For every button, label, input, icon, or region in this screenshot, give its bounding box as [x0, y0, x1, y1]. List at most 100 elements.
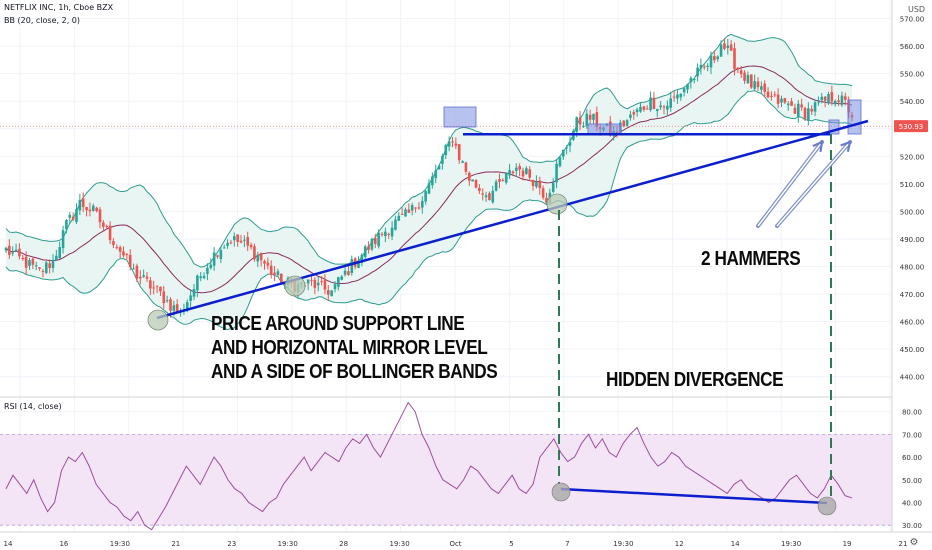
candle-body: [760, 86, 763, 90]
candle-body: [226, 242, 229, 246]
time-tick-label: 28: [339, 540, 348, 548]
candle-body: [78, 199, 82, 211]
candle-body: [239, 240, 243, 243]
candle-body: [451, 141, 454, 143]
candle-body: [813, 102, 817, 112]
candle-body: [347, 271, 350, 275]
candle-body: [108, 225, 112, 241]
candle-body: [666, 105, 669, 110]
candle-body: [330, 290, 333, 297]
touch-point-marker: [147, 309, 169, 331]
candle-body: [333, 284, 337, 290]
price-tick-label: 520.00: [900, 153, 925, 161]
candle-body: [511, 171, 515, 174]
candle-body: [823, 96, 827, 101]
candle-body: [753, 81, 756, 89]
candle-body: [118, 247, 122, 252]
candle-body: [793, 107, 797, 114]
hammer-arrow-head: [840, 140, 852, 153]
candles: [0, 38, 892, 318]
candle-body: [11, 252, 15, 254]
candle-body: [8, 245, 11, 255]
currency-label: USD: [908, 5, 926, 14]
candle-body: [803, 108, 807, 119]
candle-body: [128, 254, 132, 267]
candle-body: [337, 277, 340, 287]
candle-body: [702, 66, 706, 68]
time-tick-label: 7: [565, 540, 569, 548]
candle-body: [622, 120, 626, 127]
candle-body: [461, 161, 464, 163]
annotation-hidden-divergence: HIDDEN DIVERGENCE: [606, 369, 784, 391]
candle-body: [763, 83, 767, 92]
candle-body: [145, 276, 149, 279]
candle-body: [749, 74, 753, 88]
price-tick-label: 470.00: [900, 291, 925, 299]
candle-body: [592, 113, 595, 120]
time-tick-label: 12: [675, 540, 684, 548]
zone-box: [828, 119, 840, 135]
candle-body: [629, 114, 632, 118]
price-tick-label: 480.00: [900, 264, 925, 272]
candle-body: [538, 180, 542, 189]
candle-body: [269, 265, 273, 275]
candle-body: [521, 170, 525, 177]
price-tick-label: 570.00: [900, 16, 925, 24]
candle-body: [142, 275, 145, 277]
candle-body: [632, 112, 636, 115]
candle-body: [149, 280, 152, 289]
candle-body: [635, 109, 639, 113]
candle-body: [404, 209, 407, 217]
time-tick-label: 16: [59, 540, 68, 548]
candle-body: [669, 98, 673, 108]
rsi-line: [5, 401, 853, 531]
touch-point-marker: [284, 275, 306, 297]
candle-body: [431, 176, 434, 186]
annotation-support-3: AND A SIDE OF BOLLINGER BANDS: [211, 361, 498, 383]
candle-body: [807, 108, 810, 121]
candle-body: [209, 264, 213, 268]
candle-body: [504, 173, 508, 183]
candle-body: [501, 180, 505, 182]
price-tick-label: 460.00: [900, 319, 925, 327]
candle-body: [672, 96, 676, 98]
candle-body: [827, 94, 830, 104]
candle-body: [525, 168, 528, 174]
time-tick-label: 21: [899, 540, 908, 548]
candle-body: [34, 265, 38, 267]
candle-body: [713, 56, 716, 61]
candle-body: [95, 207, 98, 212]
candle-body: [417, 207, 421, 209]
candle-body: [410, 205, 414, 211]
candle-body: [706, 65, 709, 67]
hammer-arrow-head: [812, 140, 824, 153]
candle-body: [51, 259, 55, 269]
candle-body: [639, 106, 642, 112]
gear-icon[interactable]: ⚙: [910, 537, 919, 548]
candle-body: [568, 141, 572, 146]
candle-body: [340, 276, 344, 280]
candle-body: [652, 97, 656, 110]
candle-body: [155, 285, 159, 287]
candle-body: [125, 253, 129, 255]
candle-body: [61, 230, 65, 249]
candle-body: [4, 247, 8, 251]
hammer-arrow-inner: [776, 141, 851, 227]
support-trendline: [156, 119, 869, 320]
zone-box: [587, 123, 622, 135]
candle-body: [467, 172, 471, 181]
candle-body: [68, 214, 72, 218]
time-tick-label: 5: [509, 540, 513, 548]
candle-body: [817, 101, 820, 103]
candle-body: [88, 209, 92, 212]
candle-body: [498, 179, 501, 182]
time-tick-label: 23: [227, 540, 236, 548]
candle-body: [692, 78, 696, 80]
candle-body: [478, 188, 481, 192]
rsi-panel: [0, 401, 892, 531]
candle-body: [545, 197, 548, 203]
candle-body: [437, 165, 441, 170]
rsi-touch-marker: [551, 482, 571, 502]
